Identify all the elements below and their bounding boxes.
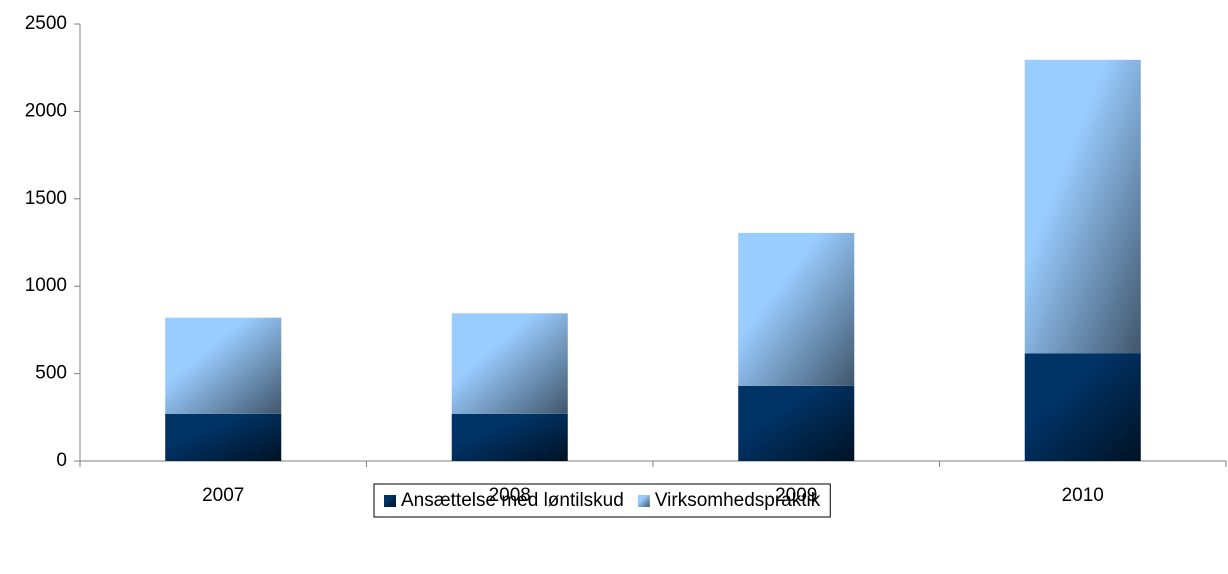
bar-segment	[1024, 353, 1141, 461]
bar-segment	[451, 413, 568, 461]
y-tick-label: 500	[35, 363, 67, 384]
legend-box	[373, 483, 831, 518]
y-tick-label: 1500	[25, 188, 67, 209]
bar-segment	[1024, 59, 1141, 354]
legend-swatch	[384, 495, 396, 507]
x-tick-label: 2010	[1062, 485, 1104, 506]
legend-swatch	[637, 495, 650, 507]
x-tick-label: 2009	[775, 485, 817, 506]
x-tick-label: 2007	[202, 485, 244, 506]
legend: Ansættelse med løntilskud Virksomhedsprak…	[373, 483, 831, 518]
x-tick-label: 2008	[489, 485, 531, 506]
bar-segment	[165, 317, 282, 414]
bar-segment	[738, 232, 855, 386]
bar-segment	[451, 313, 568, 414]
y-tick-label: 2500	[25, 13, 67, 34]
legend-label: Virksomhedspraktik	[655, 490, 821, 511]
y-tick-label: 2000	[25, 100, 67, 121]
y-tick-label: 0	[56, 450, 67, 471]
legend-label: Ansættelse med løntilskud	[401, 490, 624, 511]
bar-segment	[165, 413, 282, 461]
bar-segment	[738, 385, 855, 461]
y-tick-label: 1000	[25, 275, 67, 296]
